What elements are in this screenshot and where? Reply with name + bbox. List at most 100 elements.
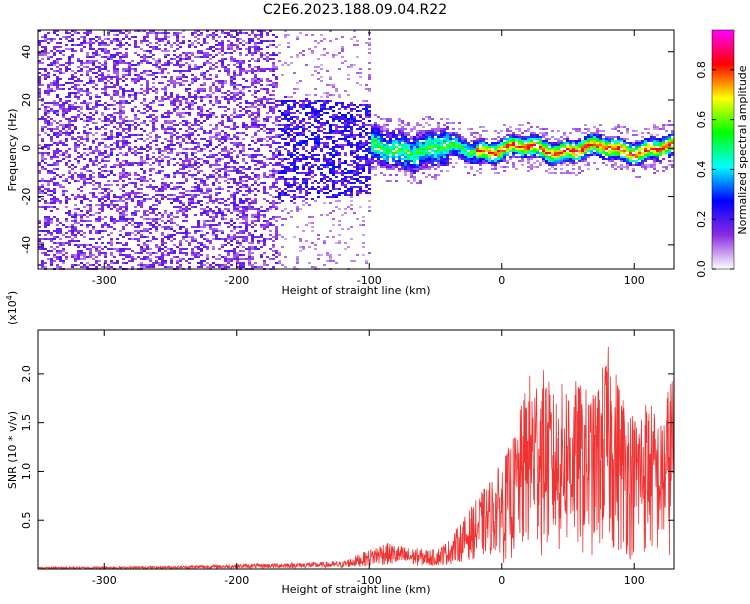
spectrogram-cell	[77, 264, 80, 266]
spectrogram-cell	[167, 64, 170, 66]
spectrogram-cell	[176, 162, 179, 164]
spectrogram-cell	[236, 132, 239, 134]
spectrogram-cell	[38, 54, 41, 56]
spectrogram-cell	[245, 184, 248, 186]
spectrogram-cell	[344, 178, 347, 180]
spectrogram-cell	[326, 196, 329, 198]
spectrogram-cell	[212, 238, 215, 240]
spectrogram-cell	[341, 114, 344, 116]
spectrogram-cell	[47, 102, 50, 104]
spectrogram-cell	[140, 56, 143, 58]
spectrogram-cell	[254, 70, 257, 72]
spectrogram-cell	[230, 48, 233, 50]
spectrogram-cell	[224, 208, 227, 210]
spectrogram-cell	[197, 50, 200, 52]
spectrogram-cell	[92, 108, 95, 110]
spectrogram-cell	[116, 76, 119, 78]
spectrogram-cell	[227, 226, 230, 228]
spectrogram-cell	[149, 170, 152, 172]
spectrogram-cell	[278, 252, 281, 254]
spectrogram-cell	[296, 152, 299, 154]
spectrogram-cell	[104, 166, 107, 168]
spectrogram-cell	[179, 60, 182, 62]
spectrogram-cell	[203, 90, 206, 92]
spectrogram-cell	[113, 84, 116, 86]
spectrogram-cell	[119, 250, 122, 252]
spectrogram-cell	[251, 248, 254, 250]
spectrogram-cell	[41, 260, 44, 262]
spectrogram-cell	[257, 120, 260, 122]
spectrogram-cell	[182, 148, 185, 150]
spectrogram-cell	[86, 226, 89, 228]
spectrogram-cell	[59, 154, 62, 156]
spectrogram-cell	[194, 232, 197, 234]
spectrogram-cell	[113, 64, 116, 66]
spectrogram-cell	[50, 136, 53, 138]
spectrogram-cell	[173, 70, 176, 72]
spectrogram-cell	[179, 248, 182, 250]
spectrogram-cell	[113, 126, 116, 128]
spectrogram-cell	[284, 182, 287, 184]
spectrogram-cell	[200, 52, 203, 54]
spectrogram-cell	[221, 188, 224, 190]
spectrogram-cell	[161, 158, 164, 160]
spectrogram-cell	[68, 96, 71, 98]
spectrogram-cell	[167, 220, 170, 222]
spectrogram-cell	[167, 132, 170, 134]
spectrogram-cell	[272, 102, 275, 104]
spectrogram-cell	[122, 250, 125, 252]
spectrogram-cell	[125, 206, 128, 208]
spectrogram-cell	[251, 158, 254, 160]
spectrogram-cell	[293, 162, 296, 164]
spectrogram-cell	[329, 130, 332, 132]
spectrogram-cell	[104, 86, 107, 88]
spectrogram-cell	[119, 206, 122, 208]
spectrogram-cell	[56, 246, 59, 248]
spectrogram-cell	[158, 38, 161, 40]
spectrogram-cell	[209, 68, 212, 70]
spectrogram-cell	[191, 164, 194, 166]
spectrogram-cell	[41, 126, 44, 128]
spectrogram-cell	[239, 230, 242, 232]
spectrogram-cell	[116, 160, 119, 162]
spectrogram-cell	[71, 78, 74, 80]
spectrogram-cell	[272, 154, 275, 156]
spectrogram-cell	[266, 98, 269, 100]
spectrogram-cell	[146, 88, 149, 90]
spectrogram-cell	[182, 166, 185, 168]
spectrogram-cell	[284, 138, 287, 140]
spectrogram-cell	[155, 42, 158, 44]
spectrogram-cell	[269, 116, 272, 118]
spectrogram-cell	[197, 188, 200, 190]
spectrogram-cell	[131, 198, 134, 200]
spectrogram-cell	[344, 172, 347, 174]
spectrogram-cell	[89, 116, 92, 118]
spectrogram-cell	[158, 82, 161, 84]
spectrogram-cell	[287, 190, 290, 192]
spectrogram-cell	[242, 132, 245, 134]
spectrogram-cell	[200, 122, 203, 124]
spectrogram-cell	[182, 202, 185, 204]
spectrogram-cell	[170, 92, 173, 94]
spectrogram-cell	[323, 48, 326, 50]
spectrogram-cell	[164, 32, 167, 34]
spectrogram-cell	[245, 128, 248, 130]
spectrogram-cell	[206, 262, 209, 264]
spectrogram-cell	[197, 108, 200, 110]
spectrogram-cell	[107, 104, 110, 106]
spectrogram-cell	[137, 202, 140, 204]
spectrogram-cell	[158, 40, 161, 42]
spectrogram-cell	[230, 170, 233, 172]
spectrogram-cell	[260, 266, 263, 268]
spectrogram-cell	[146, 56, 149, 58]
spectrogram-cell	[257, 30, 260, 32]
spectrogram-cell	[119, 30, 122, 32]
spectrogram-cell	[140, 160, 143, 162]
spectrogram-cell	[71, 44, 74, 46]
spectrogram-cell	[158, 200, 161, 202]
spectrogram-cell	[248, 90, 251, 92]
spectrogram-cell	[146, 40, 149, 42]
spectrogram-cell	[308, 156, 311, 158]
spectrogram-cell	[116, 84, 119, 86]
spectrogram-cell	[218, 60, 221, 62]
